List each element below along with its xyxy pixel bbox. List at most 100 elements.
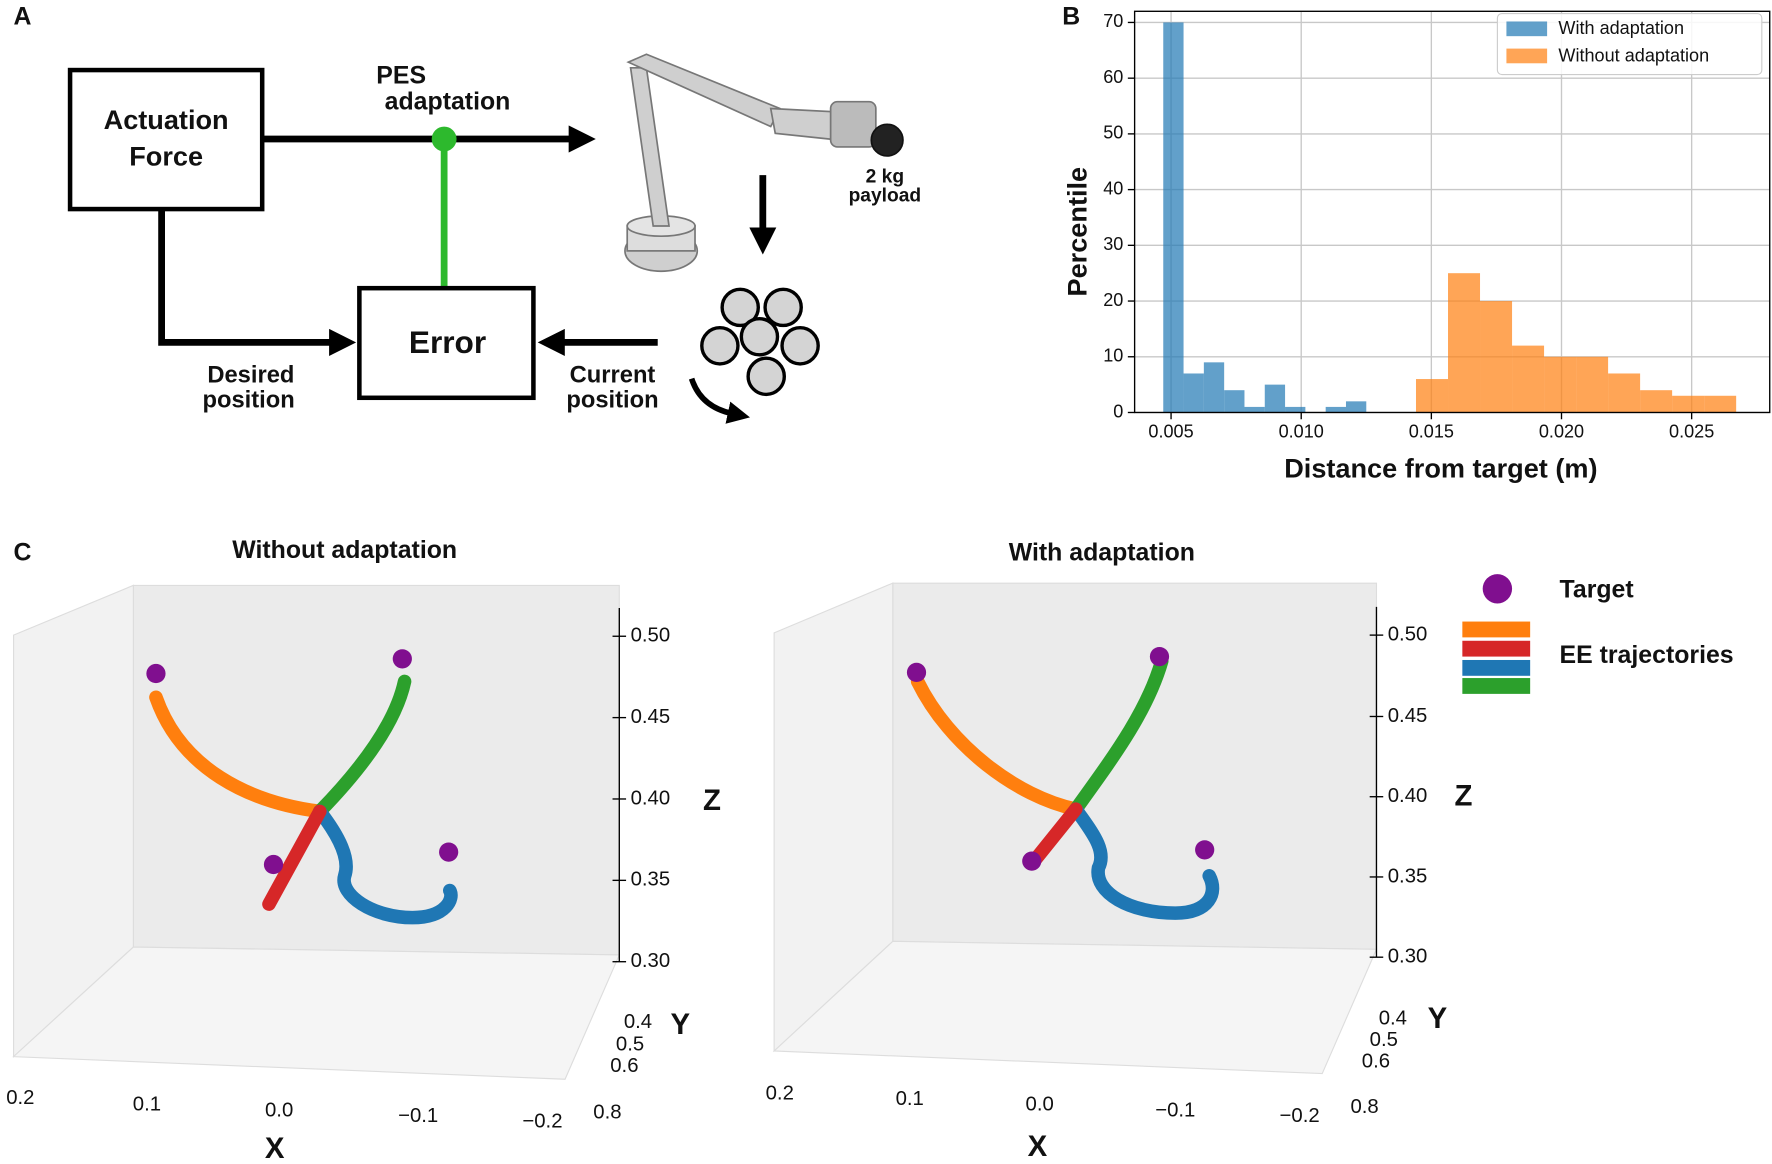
panel-a: A Actuation Force PES adaptation Error D… [14,3,922,424]
bar [1640,390,1673,413]
label: Desired [207,363,294,389]
trajectory [910,674,1083,816]
trajectory [1069,654,1169,816]
junction [431,126,457,152]
legend-swatch [1462,659,1531,676]
arrow [688,377,750,424]
z-tick-label: 0.35 [631,869,671,891]
x-tick-label: 0.0 [1026,1094,1054,1116]
panel-label: C [14,538,32,566]
x-tick-label: −0.1 [1155,1099,1195,1121]
label: PES [376,61,426,89]
bar [1203,362,1225,413]
error-box [357,285,536,401]
y-tick-label: 10 [1103,346,1123,366]
y-tick-label: 20 [1103,290,1123,310]
axis-name: Z [1455,780,1473,813]
trajectory [313,674,412,819]
bar [1285,406,1306,413]
bar [1325,406,1346,413]
label: Current [570,363,656,389]
z-tick-label: 0.50 [631,625,671,647]
x-tick-label: 0.015 [1409,422,1454,442]
x-tick-label: 0.020 [1539,422,1584,442]
label: 2 kg [866,167,904,188]
x-tick-label: −0.2 [522,1111,562,1133]
block-label: Actuation [104,104,229,135]
legend-label: Target [1560,576,1634,604]
bar [1704,395,1737,413]
target [146,663,166,684]
x-tick-label: 0.2 [766,1082,794,1104]
bar [1672,395,1705,413]
target [1149,646,1170,667]
targets-icon [700,287,820,397]
y-tick-label: 30 [1103,234,1123,254]
bar [1576,356,1609,413]
x-tick-label: −0.2 [1280,1105,1320,1127]
block-label: Error [409,324,486,360]
trajectory [1069,802,1220,920]
pane [892,582,1378,950]
bar [1244,406,1265,413]
legend-swatch [1462,621,1531,638]
z-tick-label: 0.30 [631,950,671,972]
z-tick-label: 0.45 [631,706,671,728]
y-tick-label: 0.8 [1350,1096,1378,1118]
axis-name: Z [703,784,721,817]
x-tick-label: 0.1 [133,1094,161,1116]
y-tick-label: 0.6 [1362,1051,1390,1073]
y-tick-label: 50 [1103,123,1123,143]
actuation-box [67,67,265,212]
y-tick-label: 0.5 [616,1034,644,1056]
block-label: Force [129,140,203,171]
label: payload [849,186,922,207]
plot-frame [1133,10,1771,414]
axis-name: Y [671,1008,691,1041]
target [1022,851,1042,871]
legend-label: Without adaptation [1558,45,1709,65]
legend-swatch [1506,48,1548,64]
panel-c: C Target EE trajectories Without adaptat… [6,536,1733,1164]
x-tick-label: −0.1 [398,1105,438,1127]
bar [1448,273,1481,413]
z-tick-label: 0.40 [631,787,671,809]
bar [1608,373,1641,413]
y-tick-label: 0.6 [610,1055,638,1077]
z-tick-label: 0.35 [1388,865,1428,887]
x-tick-label: 0.005 [1148,422,1193,442]
y-tick-label: 0.8 [593,1102,621,1124]
legend-marker [1482,574,1513,604]
target [439,842,459,862]
y-tick-label: 60 [1103,67,1123,87]
legend-box [1496,12,1763,76]
trajectory [149,690,327,819]
bar [1183,373,1204,413]
y-axis-label: Percentile [1061,167,1092,297]
axis-name: X [265,1132,285,1164]
bar [1415,379,1449,413]
trajectory [313,804,458,925]
label: position [203,387,295,413]
bar [1345,401,1367,413]
y-tick-label: 70 [1103,11,1123,31]
plot-title: With adaptation [1009,538,1195,566]
axis-name: X [1028,1130,1048,1163]
bar [1480,301,1513,413]
trajectory [262,804,327,911]
x-tick-label: 0.025 [1669,422,1714,442]
x-tick-label: 0.010 [1279,422,1324,442]
x-tick-label: 0.0 [265,1099,293,1121]
y-tick-label: 0.5 [1370,1029,1398,1051]
z-tick-label: 0.45 [1388,705,1428,727]
target [906,662,927,683]
z-tick-label: 0.40 [1388,785,1428,807]
bar [1163,22,1184,413]
bar [1512,345,1545,413]
trajectory [1027,802,1083,868]
z-tick-label: 0.30 [1388,946,1428,968]
axis-name: Y [1428,1002,1448,1035]
target [392,649,412,669]
x-tick-label: 0.2 [6,1087,34,1109]
panel-label: A [14,3,32,31]
